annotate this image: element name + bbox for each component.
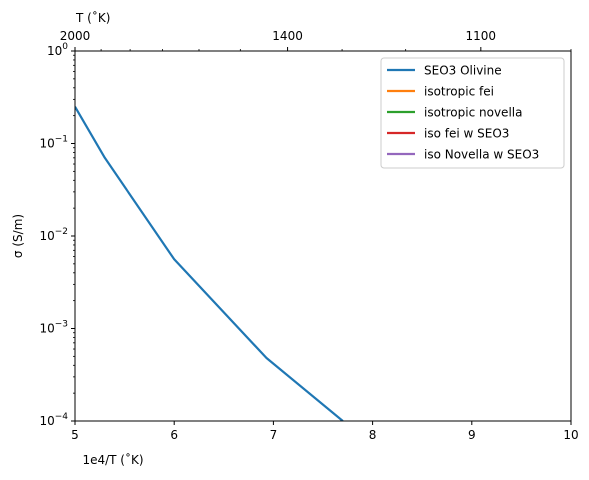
legend-label-1: isotropic fei: [424, 85, 494, 99]
x-tick-label: 6: [170, 428, 178, 442]
legend-label-2: isotropic novella: [424, 106, 522, 120]
legend: SEO3 Olivine isotropic fei isotropic novel…: [380, 57, 565, 169]
series-line-0: [75, 106, 344, 421]
y-tick-label: 10−4: [39, 412, 68, 428]
legend-box: [380, 57, 565, 169]
y-axis: 10−4 10−3 10−2 10−1 100: [39, 42, 75, 428]
y-tick-label: 10−3: [39, 320, 68, 336]
top-tick-label: 2000: [60, 29, 91, 43]
x-tick-label: 8: [369, 428, 377, 442]
top-axis: 2000 1400 1100: [60, 29, 572, 51]
y-tick-label: 10−1: [39, 135, 68, 151]
top-tick-label: 1100: [466, 29, 497, 43]
y-tick-label: 100: [47, 42, 68, 58]
legend-label-3: iso fei w SEO3: [424, 127, 509, 141]
x-tick-label: 10: [563, 428, 578, 442]
y-tick-label: 10−2: [39, 227, 68, 243]
series-layer: [75, 106, 344, 421]
legend-label-4: iso Novella w SEO3: [424, 148, 539, 162]
legend-label-0: SEO3 Olivine: [424, 64, 502, 78]
x-tick-label: 5: [71, 428, 79, 442]
top-axis-label: T (˚K): [75, 10, 110, 25]
x-axis-label: 1e4/T (˚K): [82, 452, 143, 467]
x-tick-label: 7: [270, 428, 278, 442]
x-axis: 5 6 7 8 9 10: [71, 421, 579, 442]
top-tick-label: 1400: [272, 29, 303, 43]
y-axis-label: σ (S/m): [11, 214, 25, 258]
x-tick-label: 9: [468, 428, 476, 442]
